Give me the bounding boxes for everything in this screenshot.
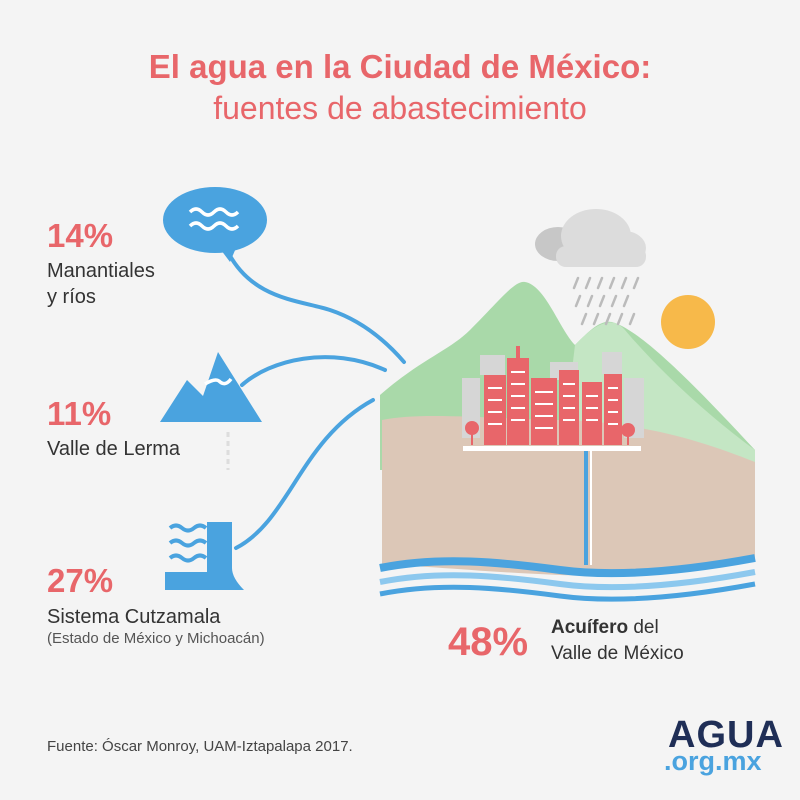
rain-icon	[572, 276, 640, 326]
percent-manantiales: 14%	[47, 217, 114, 254]
dam-icon	[165, 522, 244, 590]
label-acuifero-rest: del	[628, 617, 659, 638]
label-acuifero-bold: Acuífero	[551, 617, 629, 638]
ground	[382, 415, 755, 576]
page-title: El agua en la Ciudad de México:	[148, 48, 652, 85]
cloud-icon	[535, 209, 646, 267]
aquifer-water	[379, 554, 756, 602]
logo-agua: AGUA	[668, 714, 784, 756]
water-bubble-icon	[163, 187, 267, 262]
label-lerma: Valle de Lerma	[47, 438, 181, 460]
connector-manantiales	[224, 246, 406, 364]
label-manantiales-line1: Manantiales	[47, 260, 155, 282]
logo-org-mx: .org.mx	[664, 746, 762, 776]
label-cutzamala: Sistema Cutzamala	[47, 606, 221, 628]
label-acuifero-line2: Valle de México	[551, 643, 684, 664]
connector-lines	[224, 246, 406, 550]
label-manantiales: Manantiales y ríos	[47, 258, 155, 310]
note-cutzamala: (Estado de México y Michoacán)	[47, 630, 265, 647]
label-acuifero: Acuífero del Valle de México	[551, 615, 684, 667]
percent-lerma: 11%	[47, 395, 112, 432]
connector-lerma	[240, 355, 387, 387]
source-note: Fuente: Óscar Monroy, UAM-Iztapalapa 201…	[47, 738, 353, 755]
sun-icon	[661, 295, 715, 349]
percent-cutzamala: 27%	[47, 562, 114, 599]
connector-cutzamala	[234, 398, 375, 550]
label-manantiales-line2: y ríos	[47, 286, 96, 308]
page-subtitle: fuentes de abastecimiento	[213, 90, 587, 126]
percent-acuifero: 48%	[448, 620, 529, 664]
city-buildings	[462, 346, 644, 451]
mountain-icon	[160, 352, 262, 470]
